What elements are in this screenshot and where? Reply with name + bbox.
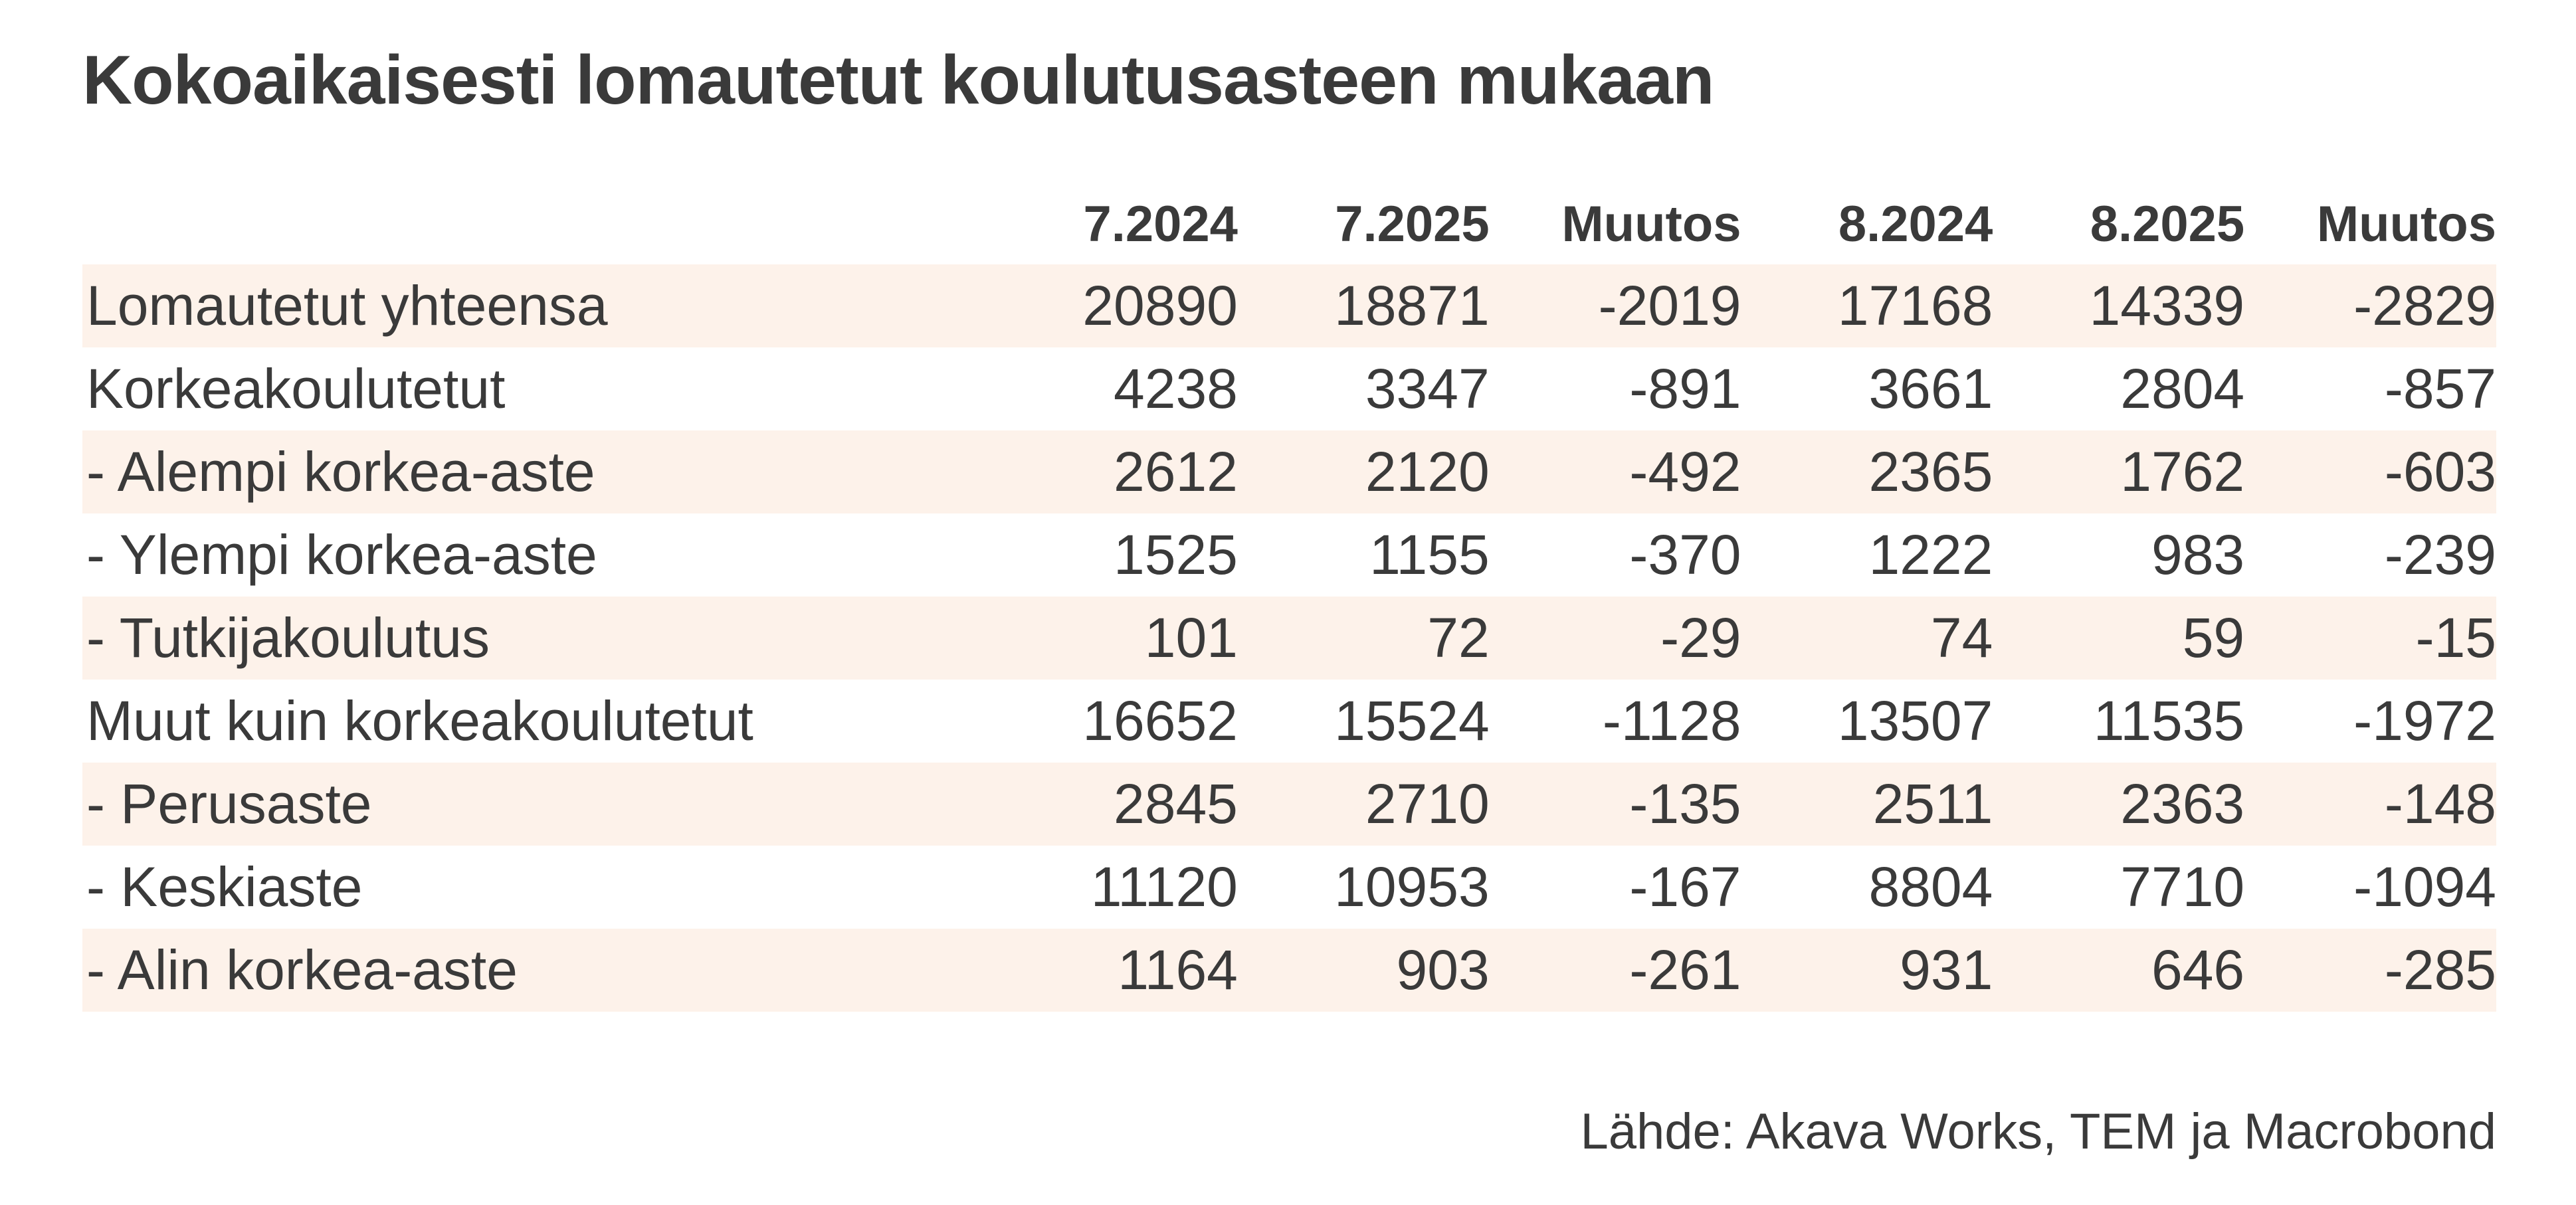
table-cell: -1972 [2353, 690, 2496, 752]
table-cell: 2365 [1741, 430, 1993, 513]
row-label: - Keskiaste [86, 856, 363, 918]
table-cell: 13507 [1837, 690, 1993, 752]
table-cell: 2511 [1741, 763, 1993, 846]
table-cell: -603 [2244, 430, 2496, 513]
table-cell: 1155 [1369, 523, 1490, 586]
table-row: Korkeakoulutetut 4238 3347 -891 3661 280… [82, 347, 2496, 430]
column-header: 7.2025 [1335, 195, 1490, 252]
table-row: - Alempi korkea-aste 2612 2120 -492 2365… [82, 430, 2496, 513]
column-header: 8.2024 [1838, 195, 1993, 252]
table-row: - Ylempi korkea-aste 1525 1155 -370 1222… [82, 513, 2496, 597]
table-cell: 1222 [1868, 523, 1993, 586]
column-header: 8.2025 [2090, 195, 2245, 252]
table-cell: 2804 [2120, 357, 2245, 420]
table-cell: 10953 [1334, 856, 1490, 918]
table-cell: -285 [2244, 929, 2496, 1012]
table-cell: 17168 [1741, 264, 1993, 347]
row-label: Lomautetut yhteensa [82, 264, 987, 347]
table-cell: -2019 [1489, 264, 1741, 347]
table-cell: 903 [1237, 929, 1490, 1012]
table-cell: -148 [2244, 763, 2496, 846]
table-cell: 14339 [1993, 264, 2245, 347]
table-cell: 2120 [1237, 430, 1490, 513]
table-cell: 11535 [2093, 690, 2245, 752]
table-row: - Alin korkea-aste 1164 903 -261 931 646… [82, 929, 2496, 1012]
table-cell: -891 [1629, 357, 1741, 420]
table-cell: 7710 [2120, 856, 2245, 918]
table-cell: 8804 [1868, 856, 1993, 918]
table-cell: -1128 [1602, 690, 1741, 752]
table-header-row: 7.2024 7.2025 Muutos 8.2024 8.2025 Muuto… [82, 183, 2496, 264]
education-level-table: 7.2024 7.2025 Muutos 8.2024 8.2025 Muuto… [82, 183, 2496, 1012]
table-cell: 1525 [1114, 523, 1238, 586]
table-cell: 3347 [1365, 357, 1490, 420]
page-title: Kokoaikaisesti lomautetut koulutusasteen… [82, 42, 1714, 119]
row-label: Korkeakoulutetut [86, 357, 506, 420]
table-cell: -15 [2244, 597, 2496, 680]
source-note: Lähde: Akava Works, TEM ja Macrobond [1580, 1103, 2496, 1160]
table-cell: -1094 [2353, 856, 2496, 918]
table-cell: 2612 [986, 430, 1238, 513]
row-label: - Perusaste [82, 763, 987, 846]
table-row: - Tutkijakoulutus 101 72 -29 74 59 -15 [82, 597, 2496, 680]
column-header [82, 183, 986, 264]
table-cell: -492 [1489, 430, 1741, 513]
table-cell: 931 [1741, 929, 1993, 1012]
table-cell: 2363 [1993, 763, 2245, 846]
table-cell: 59 [1993, 597, 2245, 680]
table-cell: 646 [1993, 929, 2245, 1012]
table-cell: 2710 [1237, 763, 1490, 846]
table-row: Lomautetut yhteensa 20890 18871 -2019 17… [82, 264, 2496, 347]
table-cell: 11120 [1090, 856, 1238, 918]
row-label: - Ylempi korkea-aste [86, 523, 597, 586]
table-cell: 72 [1237, 597, 1490, 680]
table-cell: -370 [1629, 523, 1741, 586]
table-cell: 2845 [986, 763, 1238, 846]
table-cell: 1762 [1993, 430, 2245, 513]
table-cell: 20890 [986, 264, 1238, 347]
table-row: - Perusaste 2845 2710 -135 2511 2363 -14… [82, 763, 2496, 846]
row-label: Muut kuin korkeakoulutetut [86, 690, 753, 752]
table-cell: 101 [986, 597, 1238, 680]
table-cell: 983 [2151, 523, 2245, 586]
table-cell: -261 [1489, 929, 1741, 1012]
table-cell: -857 [2384, 357, 2496, 420]
column-header: 7.2024 [1083, 195, 1238, 252]
table-row: Muut kuin korkeakoulutetut 16652 15524 -… [82, 680, 2496, 763]
row-label: - Tutkijakoulutus [82, 597, 987, 680]
table-cell: -29 [1489, 597, 1741, 680]
table-row: - Keskiaste 11120 10953 -167 8804 7710 -… [82, 846, 2496, 929]
column-header: Muutos [1561, 195, 1741, 252]
table-cell: -2829 [2244, 264, 2496, 347]
table-cell: -167 [1629, 856, 1741, 918]
table-cell: 1164 [986, 929, 1238, 1012]
table-cell: 4238 [1114, 357, 1238, 420]
table-cell: -135 [1489, 763, 1741, 846]
row-label: - Alin korkea-aste [82, 929, 987, 1012]
table-cell: 16652 [1082, 690, 1238, 752]
column-header: Muutos [2316, 195, 2496, 252]
row-label: - Alempi korkea-aste [82, 430, 987, 513]
table-cell: 15524 [1334, 690, 1490, 752]
table-cell: -239 [2384, 523, 2496, 586]
table-cell: 74 [1741, 597, 1993, 680]
table-cell: 18871 [1237, 264, 1490, 347]
table-cell: 3661 [1868, 357, 1993, 420]
